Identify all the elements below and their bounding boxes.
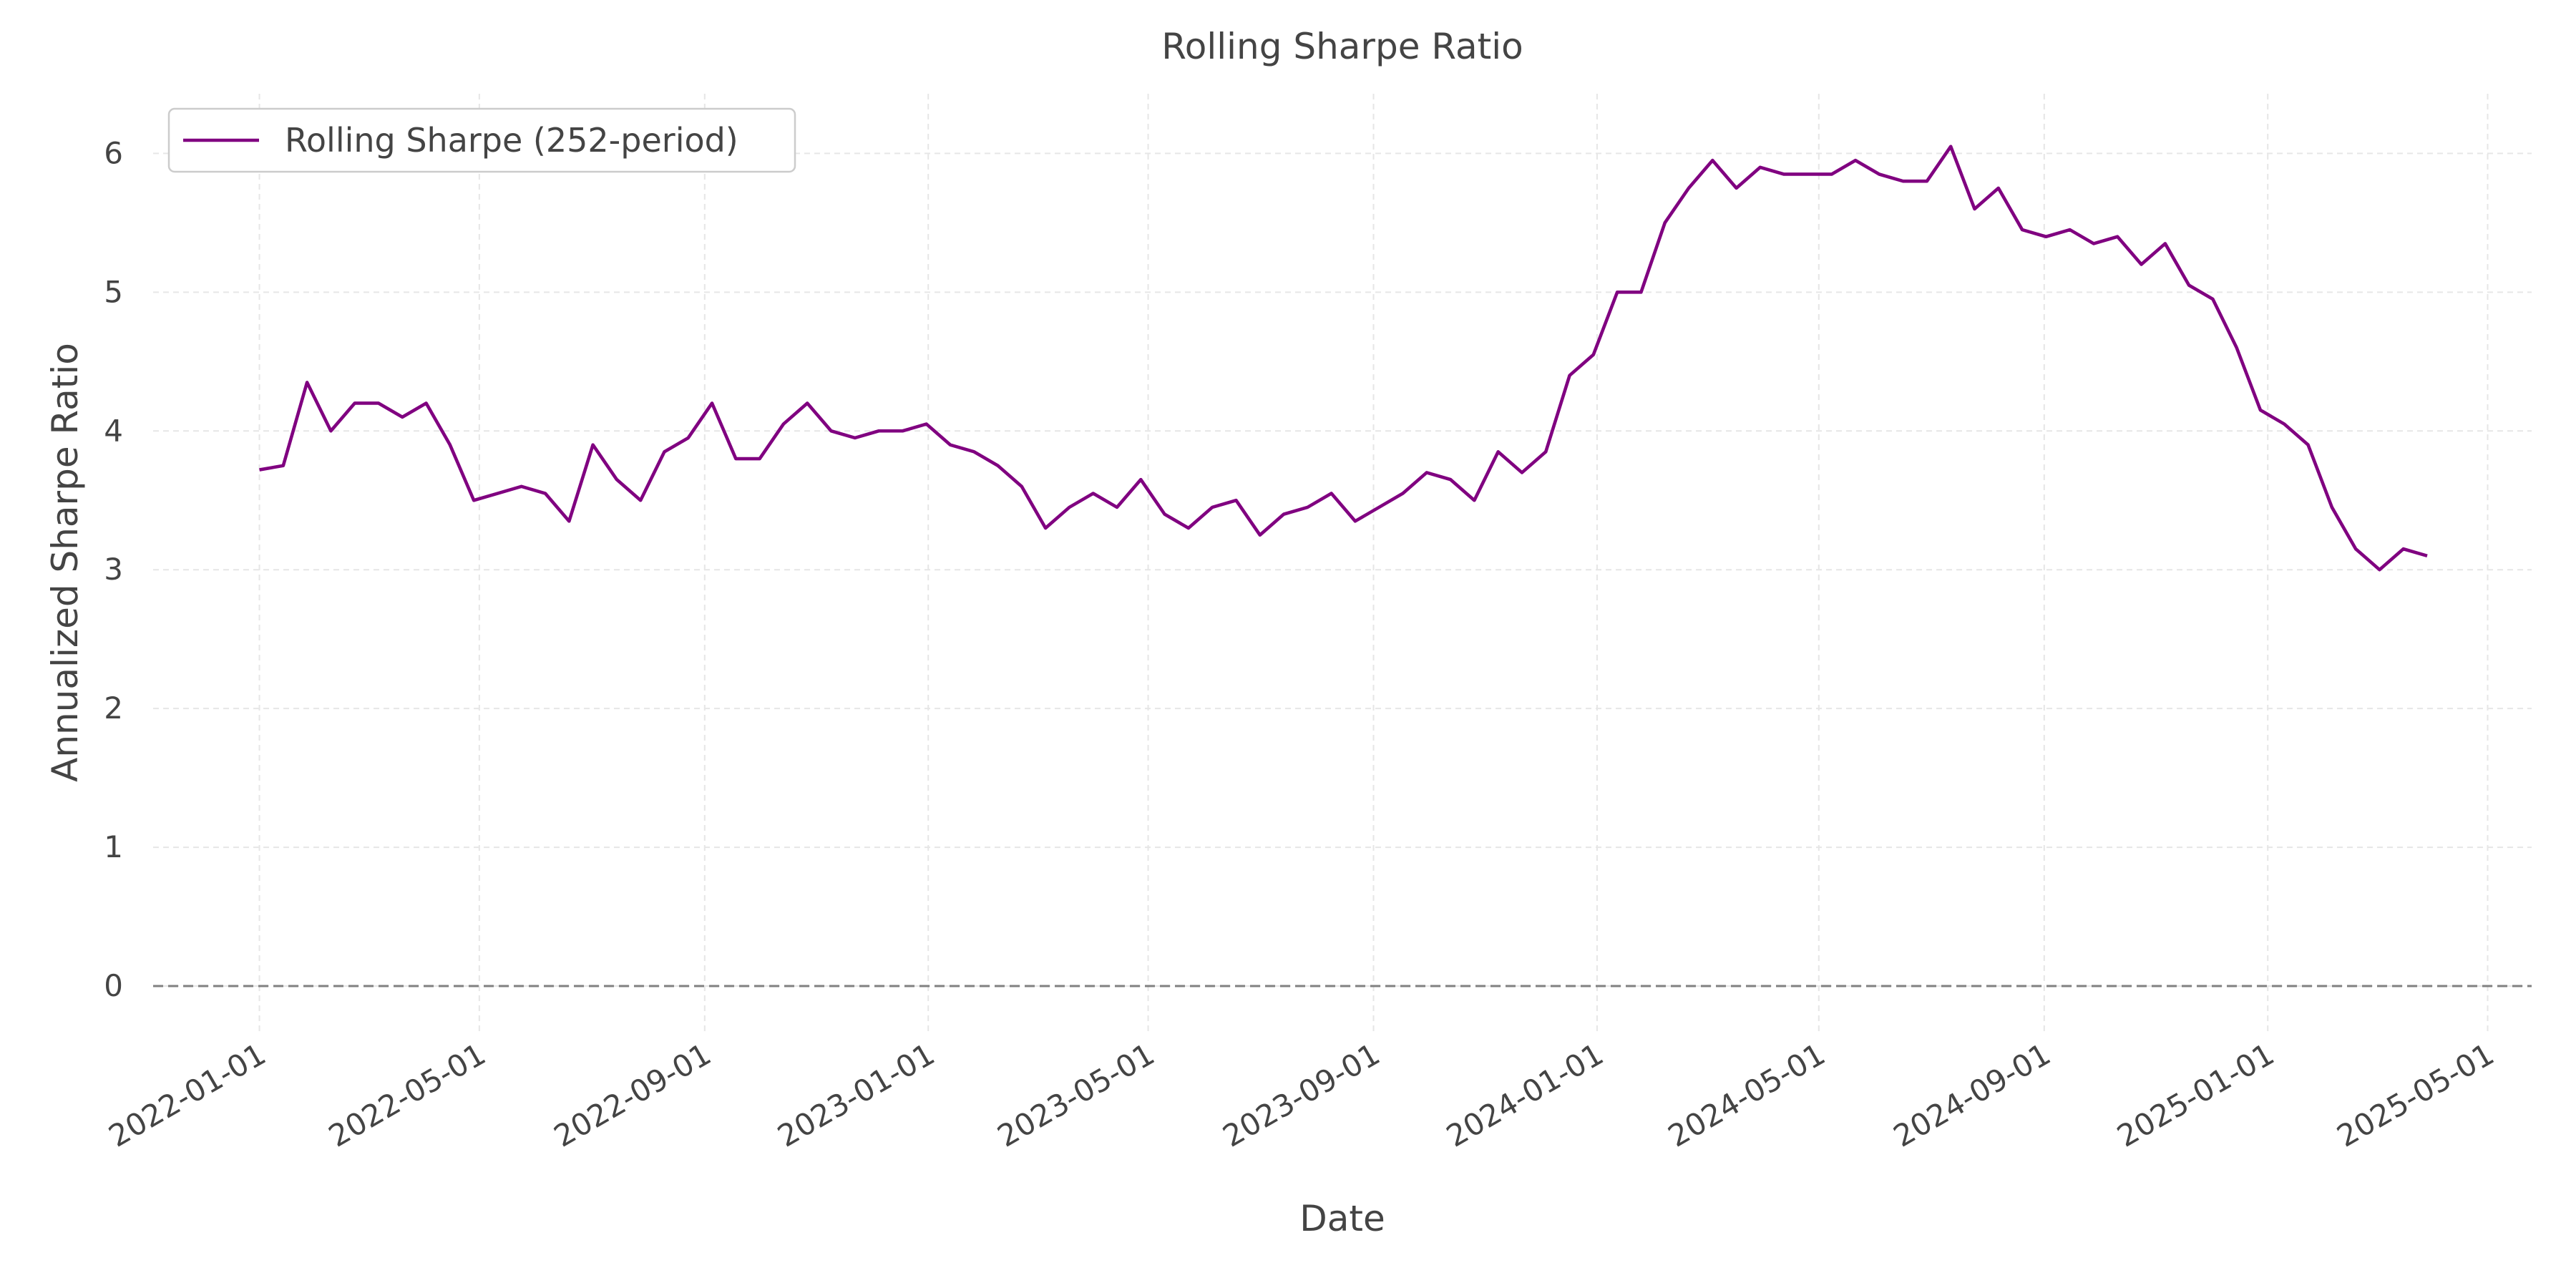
x-tick-label: 2025-01-01 <box>2111 1036 2280 1153</box>
y-tick-label: 5 <box>104 274 123 309</box>
x-tick-label: 2024-09-01 <box>1888 1036 2057 1153</box>
data-line <box>259 145 2428 572</box>
x-tick-label: 2023-05-01 <box>992 1036 1161 1153</box>
x-tick-label: 2024-01-01 <box>1440 1036 1609 1153</box>
x-axis-label: Date <box>1299 1198 1385 1239</box>
x-tick-label: 2022-05-01 <box>323 1036 492 1153</box>
x-tick-label: 2024-05-01 <box>1662 1036 1831 1153</box>
y-tick-label: 2 <box>104 691 123 726</box>
x-tick-label: 2022-01-01 <box>103 1036 272 1153</box>
y-tick-label: 6 <box>104 135 123 170</box>
legend: Rolling Sharpe (252-period) <box>167 107 796 173</box>
y-axis-label: Annualized Sharpe Ratio <box>44 343 86 782</box>
x-tick-label: 2025-05-01 <box>2331 1036 2500 1153</box>
x-tick-label: 2022-09-01 <box>548 1036 717 1153</box>
chart-title: Rolling Sharpe Ratio <box>1161 26 1523 67</box>
y-tick-label: 0 <box>104 968 123 1003</box>
y-tick-label: 3 <box>104 552 123 587</box>
legend-box <box>167 107 796 173</box>
legend-label: Rolling Sharpe (252-period) <box>285 121 738 160</box>
x-tick-label: 2023-01-01 <box>771 1036 940 1153</box>
x-tick-label: 2023-09-01 <box>1217 1036 1386 1153</box>
y-tick-label: 4 <box>104 413 123 448</box>
y-tick-label: 1 <box>104 829 123 864</box>
